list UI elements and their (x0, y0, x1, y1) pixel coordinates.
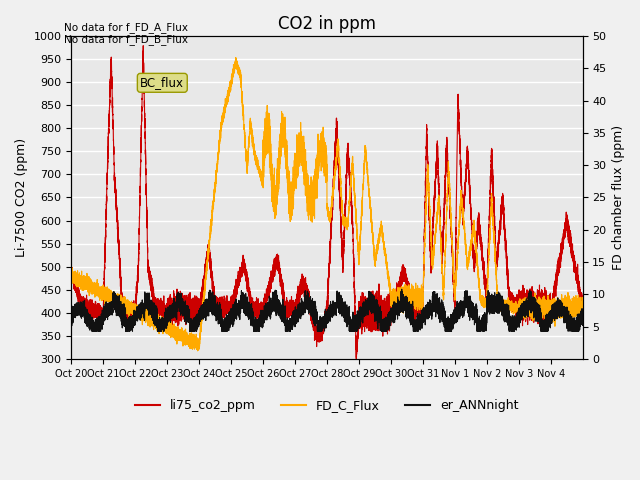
Text: BC_flux: BC_flux (140, 76, 184, 89)
Text: No data for f_FD_A_Flux: No data for f_FD_A_Flux (64, 22, 188, 33)
Y-axis label: Li-7500 CO2 (ppm): Li-7500 CO2 (ppm) (15, 138, 28, 257)
Y-axis label: FD chamber flux (ppm): FD chamber flux (ppm) (612, 125, 625, 270)
Legend: li75_co2_ppm, FD_C_Flux, er_ANNnight: li75_co2_ppm, FD_C_Flux, er_ANNnight (131, 394, 524, 417)
Title: CO2 in ppm: CO2 in ppm (278, 15, 376, 33)
Text: No data for f_FD_B_Flux: No data for f_FD_B_Flux (64, 34, 188, 45)
